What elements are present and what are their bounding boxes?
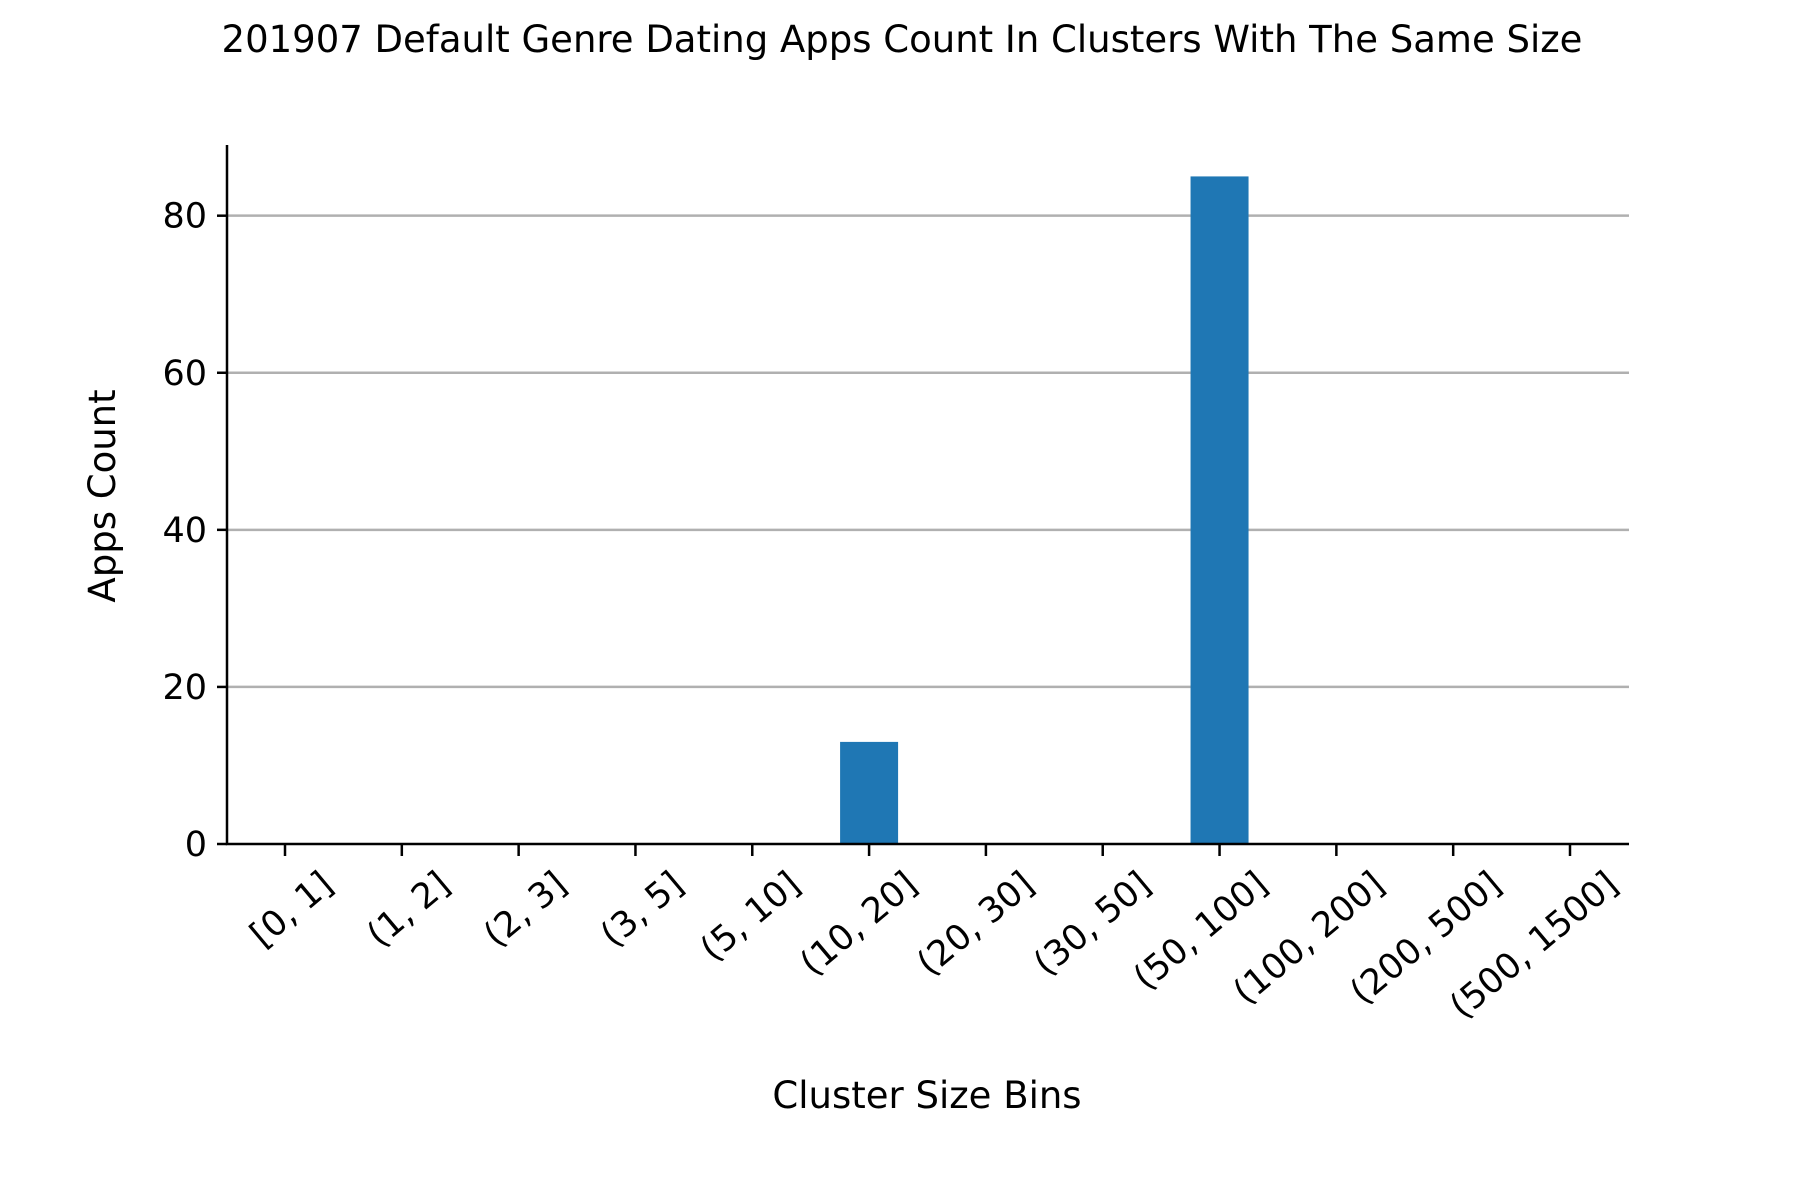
x-tick-label: (2, 3] [477,864,575,955]
x-ticks: [0, 1] (1, 2] (2, 3] (3, 5] (5, 10](10, 20](… [243,844,1626,1027]
x-tick-label: (3, 5] [593,864,691,955]
x-tick-label: (1, 2] [360,864,458,955]
y-axis-label: Apps Count [81,389,124,602]
y-tick-label: 80 [162,197,207,237]
y-ticks: 0 20 40 60 80 [162,197,227,865]
gridlines [227,214,1629,689]
x-tick-label: [0, 1] [243,864,341,955]
axes [225,145,1629,846]
bar [840,741,899,844]
x-tick-label: (5, 10] [693,864,808,969]
chart-title: 201907 Default Genre Dating Apps Count I… [222,18,1583,61]
y-tick-label: 40 [162,511,207,551]
x-tick-label: (10, 20] [793,864,925,984]
y-tick-label: 60 [162,354,207,394]
x-axis-label: Cluster Size Bins [772,1074,1081,1117]
x-tick-label: (20, 30] [910,864,1042,984]
axis-spines [225,145,1629,846]
bar [1190,176,1249,845]
bars [840,176,1249,845]
y-tick-label: 0 [185,825,207,865]
y-tick-label: 20 [162,668,207,708]
